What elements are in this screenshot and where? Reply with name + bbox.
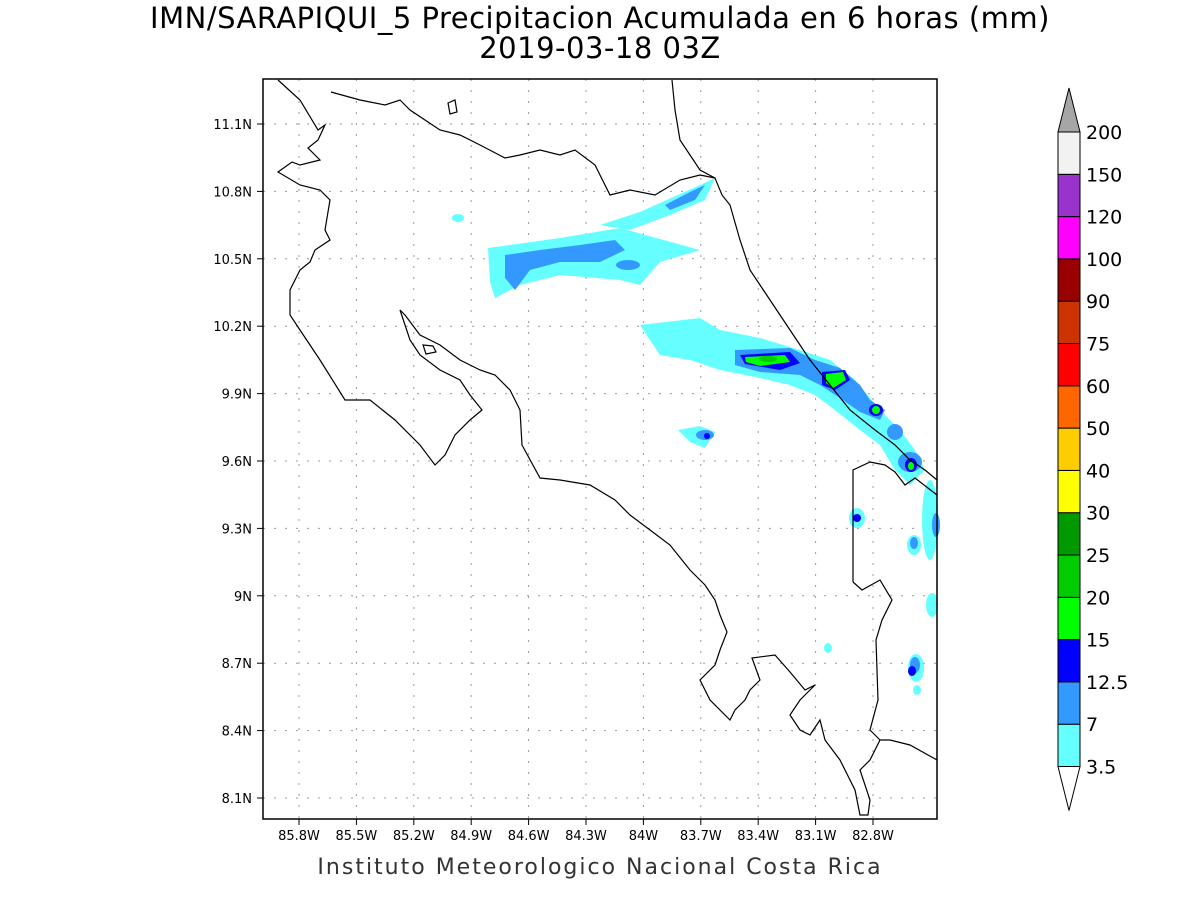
colorbar-swatch [1057,681,1081,725]
colorbar-swatch [1057,300,1081,345]
y-tick-label: 10.2N [213,320,252,335]
colorbar-label: 90 [1086,291,1110,313]
x-tick-label: 85.8W [278,829,320,844]
colorbar: 3.5 7 12.5 15 20 25 30 40 50 60 75 90 100 120 150 200 [1057,87,1128,811]
colorbar-label: 15 [1086,630,1110,652]
x-tick-label: 83.7W [680,829,722,844]
map-title: IMN/SARAPIQUI_5 Precipitacion Acumulada … [150,1,1050,35]
y-tick-label: 9.9N [222,388,252,403]
map-subtitle: 2019-03-18 03Z [479,31,721,65]
colorbar-swatch [1057,639,1081,683]
colorbar-swatch [1057,469,1081,514]
precipitation-field [452,178,940,695]
colorbar-label: 3.5 [1086,757,1116,779]
y-tick-label: 10.5N [213,253,252,268]
map-frame [262,78,938,820]
colorbar-swatch [1057,385,1081,429]
x-tick-label: 83.4W [737,829,779,844]
x-tick-label: 84W [629,829,659,844]
colorbar-label: 200 [1086,122,1122,144]
colorbar-label: 50 [1086,418,1110,440]
colorbar-swatch [1057,723,1081,768]
y-tick-label: 9N [234,590,252,605]
x-tick-label: 85.5W [335,829,377,844]
colorbar-swatch [1057,512,1081,556]
y-tick-label: 10.8N [213,185,252,200]
colorbar-label: 60 [1086,376,1110,398]
colorbar-label: 120 [1086,207,1122,229]
x-tick-label: 85.2W [393,829,435,844]
y-tick-label: 8.7N [222,657,252,672]
colorbar-swatch [1057,131,1081,175]
colorbar-label: 7 [1086,714,1098,736]
colorbar-swatch [1057,427,1081,471]
colorbar-swatch [1057,173,1081,218]
footer-credit: Instituto Meteorologico Nacional Costa R… [317,855,883,880]
colorbar-label: 20 [1086,587,1110,609]
y-tick-label: 9.3N [222,522,252,537]
colorbar-label: 12.5 [1086,672,1128,694]
x-tick-label: 84.6W [508,829,550,844]
x-tick-label: 82.8W [852,829,894,844]
x-tick-label: 84.3W [565,829,607,844]
longitude-ticks: 85.8W 85.5W 85.2W 84.9W 84.6W 84.3W 84W 83.7W 83… [278,819,894,844]
colorbar-swatch [1057,258,1081,302]
colorbar-over-triangle [1057,87,1081,133]
colorbar-label: 30 [1086,503,1110,525]
colorbar-label: 75 [1086,334,1110,356]
x-tick-label: 84.9W [450,829,492,844]
colorbar-swatch [1057,596,1081,641]
y-tick-label: 9.6N [222,455,252,470]
coastlines-borders [276,79,938,816]
colorbar-swatch [1057,216,1081,260]
y-tick-label: 11.1N [213,118,252,133]
y-tick-label: 8.1N [222,792,252,807]
colorbar-label: 25 [1086,545,1110,567]
colorbar-swatch [1057,554,1081,598]
latitude-ticks: 11.1N 10.8N 10.5N 10.2N 9.9N 9.6N 9.3N 9N 8.7N 8.… [213,118,263,807]
colorbar-label: 150 [1086,164,1122,186]
colorbar-label: 40 [1086,460,1110,482]
colorbar-under-triangle [1057,766,1081,811]
x-tick-label: 83.1W [795,829,837,844]
y-tick-label: 8.4N [222,725,252,740]
graticule [263,79,937,819]
colorbar-swatch [1057,343,1081,387]
colorbar-label: 100 [1086,249,1122,271]
